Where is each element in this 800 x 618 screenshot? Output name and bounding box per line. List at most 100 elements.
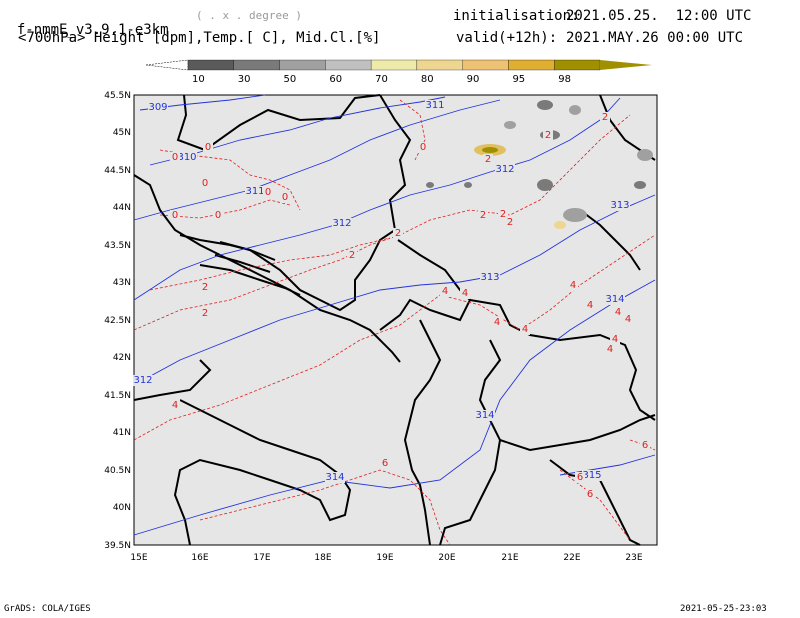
height-contours	[133, 94, 656, 536]
cloud-patch	[537, 179, 553, 191]
height-label-bg	[148, 102, 168, 113]
temp-label-bg	[585, 300, 595, 311]
coast-croatia	[133, 174, 401, 363]
coast-south	[173, 399, 352, 546]
cloud-patch	[504, 121, 516, 129]
height-label: 315	[582, 470, 601, 481]
temp-label-bg	[605, 344, 615, 355]
temp-label: 2	[202, 308, 208, 319]
border-serbia-mont	[379, 239, 472, 331]
temp-label: 6	[587, 489, 593, 500]
lat-label: 43.5N	[104, 241, 131, 251]
colorbar-swatch	[325, 59, 372, 71]
height-label: 314	[605, 294, 624, 305]
cloud-patch	[563, 208, 587, 222]
lat-label: 41.5N	[104, 391, 131, 401]
height-label-bg	[610, 200, 630, 211]
colorbar-left-arrow	[145, 59, 189, 71]
temp-label: 4	[462, 288, 468, 299]
temp-label: 6	[577, 472, 583, 483]
init-time: 2021.05.25. 12:00 UTC	[566, 8, 752, 24]
height-label: 312	[495, 164, 514, 175]
lon-label: 21E	[501, 553, 518, 563]
colorbar-swatch	[370, 59, 418, 71]
height-label: 312	[133, 375, 152, 386]
border-greece	[499, 414, 656, 452]
temp-label-bg	[543, 130, 553, 141]
temp-label: 4	[587, 300, 593, 311]
temp-label: 2	[545, 130, 551, 141]
temp-label-bg	[170, 210, 180, 221]
colorbar-label: 80	[421, 74, 434, 85]
lon-label: 15E	[130, 553, 147, 563]
temp-label-bg	[393, 228, 403, 239]
height-label: 311	[245, 186, 264, 197]
temp-label: 2	[395, 228, 401, 239]
temp-label-bg	[200, 282, 210, 293]
temp-label-bg	[520, 324, 530, 335]
temp-label: 4	[615, 307, 621, 318]
temp-label-bg	[498, 209, 508, 220]
height-label-bg	[475, 410, 495, 421]
temp-label: 0	[282, 192, 288, 203]
temp-label: 4	[625, 314, 631, 325]
temp-label-bg	[492, 317, 502, 328]
temp-label: 4	[494, 317, 500, 328]
border-albania	[403, 319, 442, 546]
coast-italy	[133, 359, 212, 401]
temp-contour-0b	[159, 199, 291, 219]
temp-label: 6	[382, 458, 388, 469]
temp-label: 4	[172, 400, 178, 411]
temp-label: 2	[349, 250, 355, 261]
temp-label-bg	[170, 152, 180, 163]
height-label-bg	[245, 186, 265, 197]
height-label: 310	[177, 152, 196, 163]
temp-label: 0	[420, 142, 426, 153]
init-label: initialisation:	[453, 8, 580, 24]
temp-contour-6a	[199, 469, 451, 546]
temp-label-bg	[200, 178, 210, 189]
colorbar-label: 98	[558, 74, 571, 85]
height-label-bg	[133, 375, 153, 386]
cloud-patch	[569, 105, 581, 115]
height-label: 313	[610, 200, 629, 211]
height-label-bg	[605, 294, 625, 305]
height-label: 309	[148, 102, 167, 113]
footer-right: 2021-05-25-23:03	[680, 604, 767, 614]
temp-label-bg	[213, 210, 223, 221]
temp-label-bg	[263, 187, 273, 198]
temp-label-bg	[575, 472, 585, 483]
temp-label: 4	[607, 344, 613, 355]
temp-label: 0	[172, 210, 178, 221]
height-label-bg	[582, 470, 602, 481]
temp-label: 0	[215, 210, 221, 221]
temp-label: 2	[507, 217, 513, 228]
height-label: 312	[332, 218, 351, 229]
colorbar: 10 30 50 60 70 80 90 95 98	[145, 59, 652, 85]
map-frame	[133, 94, 658, 546]
lat-label: 39.5N	[104, 541, 131, 551]
height-label-bg	[495, 164, 515, 175]
colorbar-right-arrow	[600, 60, 652, 70]
lat-label: 45.5N	[104, 91, 131, 101]
temp-label-bg	[585, 489, 595, 500]
lat-label: 42.5N	[104, 316, 131, 326]
cloud-patch	[554, 221, 566, 229]
lon-label: 19E	[376, 553, 393, 563]
temp-label: 4	[522, 324, 528, 335]
temp-label: 2	[202, 282, 208, 293]
border-bulgaria	[469, 299, 656, 421]
lat-label: 40.5N	[104, 466, 131, 476]
height-labels: 309 311 310 311 312 312 313 313 314 312 314 314 315	[133, 100, 630, 483]
colorbar-label: 60	[329, 74, 342, 85]
island-2	[214, 254, 271, 273]
lat-label: 45N	[113, 128, 131, 138]
height-label-bg	[480, 272, 500, 283]
temp-label-bg	[347, 250, 357, 261]
temp-label: 2	[485, 154, 491, 165]
temp-label: 0	[172, 152, 178, 163]
colorbar-label: 95	[512, 74, 525, 85]
temp-label: 4	[442, 286, 448, 297]
temp-label-bg	[280, 192, 290, 203]
temp-label-bg	[613, 307, 623, 318]
